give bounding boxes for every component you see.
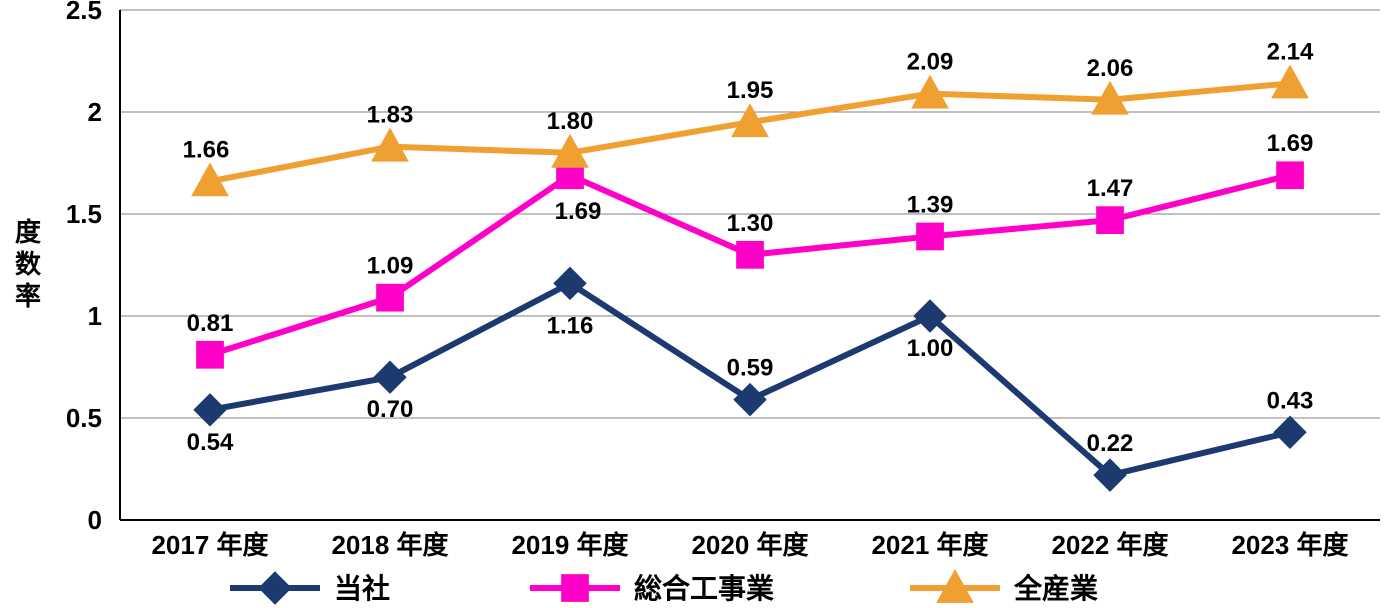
data-label: 2.14	[1267, 38, 1314, 65]
square-marker	[197, 341, 224, 368]
square-marker	[737, 241, 764, 268]
data-label: 0.59	[727, 355, 774, 382]
y-tick-label: 1.5	[66, 199, 102, 229]
legend-label: 総合工事業	[634, 572, 774, 604]
x-tick-label: 2020 年度	[691, 530, 808, 560]
y-axis-title-char: 数	[15, 249, 42, 279]
data-label: 1.16	[547, 312, 594, 339]
square-marker	[1097, 207, 1124, 234]
x-tick-label: 2018 年度	[331, 530, 448, 560]
data-label: 1.00	[907, 335, 954, 362]
square-marker	[377, 284, 404, 311]
y-axis-title-char: 率	[15, 281, 41, 311]
square-marker	[1277, 162, 1304, 189]
x-tick-label: 2019 年度	[511, 530, 628, 560]
legend-label: 当社	[334, 573, 390, 604]
data-label: 0.43	[1267, 387, 1314, 414]
data-label: 1.66	[183, 136, 230, 163]
data-label: 1.80	[547, 108, 594, 135]
square-marker	[917, 223, 944, 250]
y-tick-label: 0.5	[66, 403, 102, 433]
data-label: 0.81	[187, 310, 234, 337]
data-label: 1.83	[367, 102, 414, 129]
x-tick-label: 2017 年度	[151, 530, 268, 560]
data-label: 0.54	[187, 429, 234, 456]
x-tick-label: 2021 年度	[871, 530, 988, 560]
data-label: 1.09	[367, 253, 414, 280]
data-label: 1.47	[1087, 175, 1134, 202]
legend-label: 全産業	[1013, 572, 1098, 604]
data-label: 2.06	[1087, 55, 1134, 82]
data-label: 1.69	[555, 198, 602, 225]
data-label: 0.22	[1087, 430, 1134, 457]
data-label: 2.09	[907, 49, 954, 76]
data-label: 1.30	[727, 210, 774, 237]
y-tick-label: 2.5	[66, 0, 102, 25]
square-marker	[562, 575, 589, 602]
x-tick-label: 2022 年度	[1051, 530, 1168, 560]
line-chart: 0 0.5 1 1.5 2 2.5 2017 年度 2018 年度 2019 年度 2020 年度…	[0, 0, 1400, 608]
data-label: 1.69	[1267, 130, 1314, 157]
y-tick-label: 0	[88, 505, 102, 535]
y-tick-label: 2	[88, 97, 102, 127]
data-label: 1.95	[727, 77, 774, 104]
data-label: 1.39	[907, 191, 954, 218]
y-axis-title-char: 度	[15, 217, 41, 247]
x-tick-label: 2023 年度	[1231, 530, 1348, 560]
data-label: 0.70	[367, 396, 414, 423]
y-tick-label: 1	[88, 301, 102, 331]
